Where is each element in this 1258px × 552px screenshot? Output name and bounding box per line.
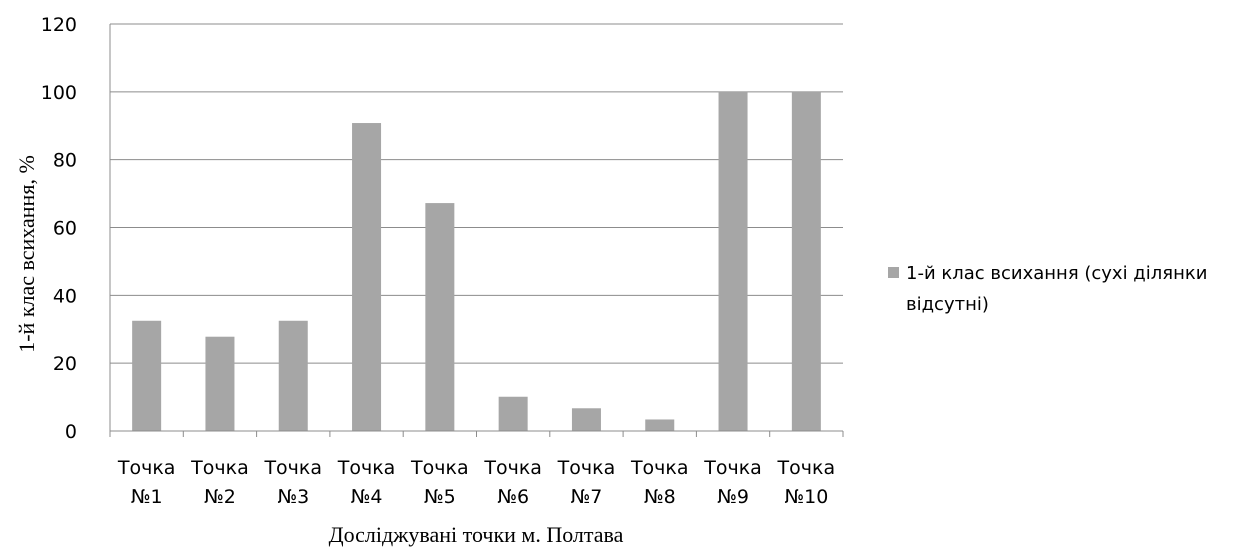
- x-tick-label: Точка: [190, 457, 249, 479]
- bar: [352, 123, 382, 431]
- bar: [571, 408, 601, 431]
- x-tick-label: Точка: [777, 457, 836, 479]
- x-axis-title: Досліджувані точки м. Полтава: [329, 522, 624, 547]
- x-tick-label: №3: [277, 486, 309, 508]
- x-tick-label: Точка: [263, 457, 322, 479]
- x-tick-label: Точка: [483, 457, 542, 479]
- x-tick-label: №5: [424, 486, 456, 508]
- bar: [425, 203, 455, 431]
- bar: [132, 320, 162, 431]
- x-tick-label: №4: [351, 486, 383, 508]
- bar: [278, 320, 308, 431]
- y-tick-label: 120: [41, 14, 77, 36]
- bar: [498, 396, 528, 431]
- x-tick-label: Точка: [117, 457, 176, 479]
- x-tick-label: №10: [784, 486, 828, 508]
- y-tick-label: 100: [41, 82, 77, 104]
- y-tick-label: 80: [53, 150, 77, 172]
- x-tick-label: №8: [644, 486, 676, 508]
- x-tick-label: №7: [571, 486, 603, 508]
- y-tick-labels: 0 20 40 60 80 100 120: [41, 14, 77, 443]
- legend-label: 1-й клас всихання (сухі ділянки: [906, 263, 1207, 284]
- y-tick-label: 60: [53, 218, 77, 240]
- y-tick-label: 0: [65, 421, 77, 443]
- x-tick-label: Точка: [410, 457, 469, 479]
- x-tick-labels: Точка №1 Точка №2 Точка №3 Точка №4 Точка №5 Точка…: [117, 457, 835, 508]
- bar: [791, 91, 821, 431]
- x-tick-label: Точка: [557, 457, 616, 479]
- x-tick-label: Точка: [337, 457, 396, 479]
- legend-swatch: [888, 267, 899, 278]
- y-tick-label: 40: [53, 285, 77, 307]
- axes: [109, 24, 844, 437]
- x-tick-label: Точка: [703, 457, 762, 479]
- y-axis-title: 1-й клас всихання, %: [14, 155, 39, 353]
- bar: [205, 336, 235, 431]
- x-tick-label: №6: [497, 486, 529, 508]
- bars: [132, 91, 821, 431]
- legend-label: відсутні): [906, 294, 989, 315]
- x-tick-label: №2: [204, 486, 236, 508]
- legend: 1-й клас всихання (сухі ділянки відсутні): [888, 263, 1207, 315]
- x-tick-label: Точка: [630, 457, 689, 479]
- bar: [645, 419, 675, 431]
- x-tick-label: №9: [717, 486, 749, 508]
- x-tick-label: №1: [131, 486, 163, 508]
- bar: [718, 91, 748, 431]
- y-tick-label: 20: [53, 353, 77, 375]
